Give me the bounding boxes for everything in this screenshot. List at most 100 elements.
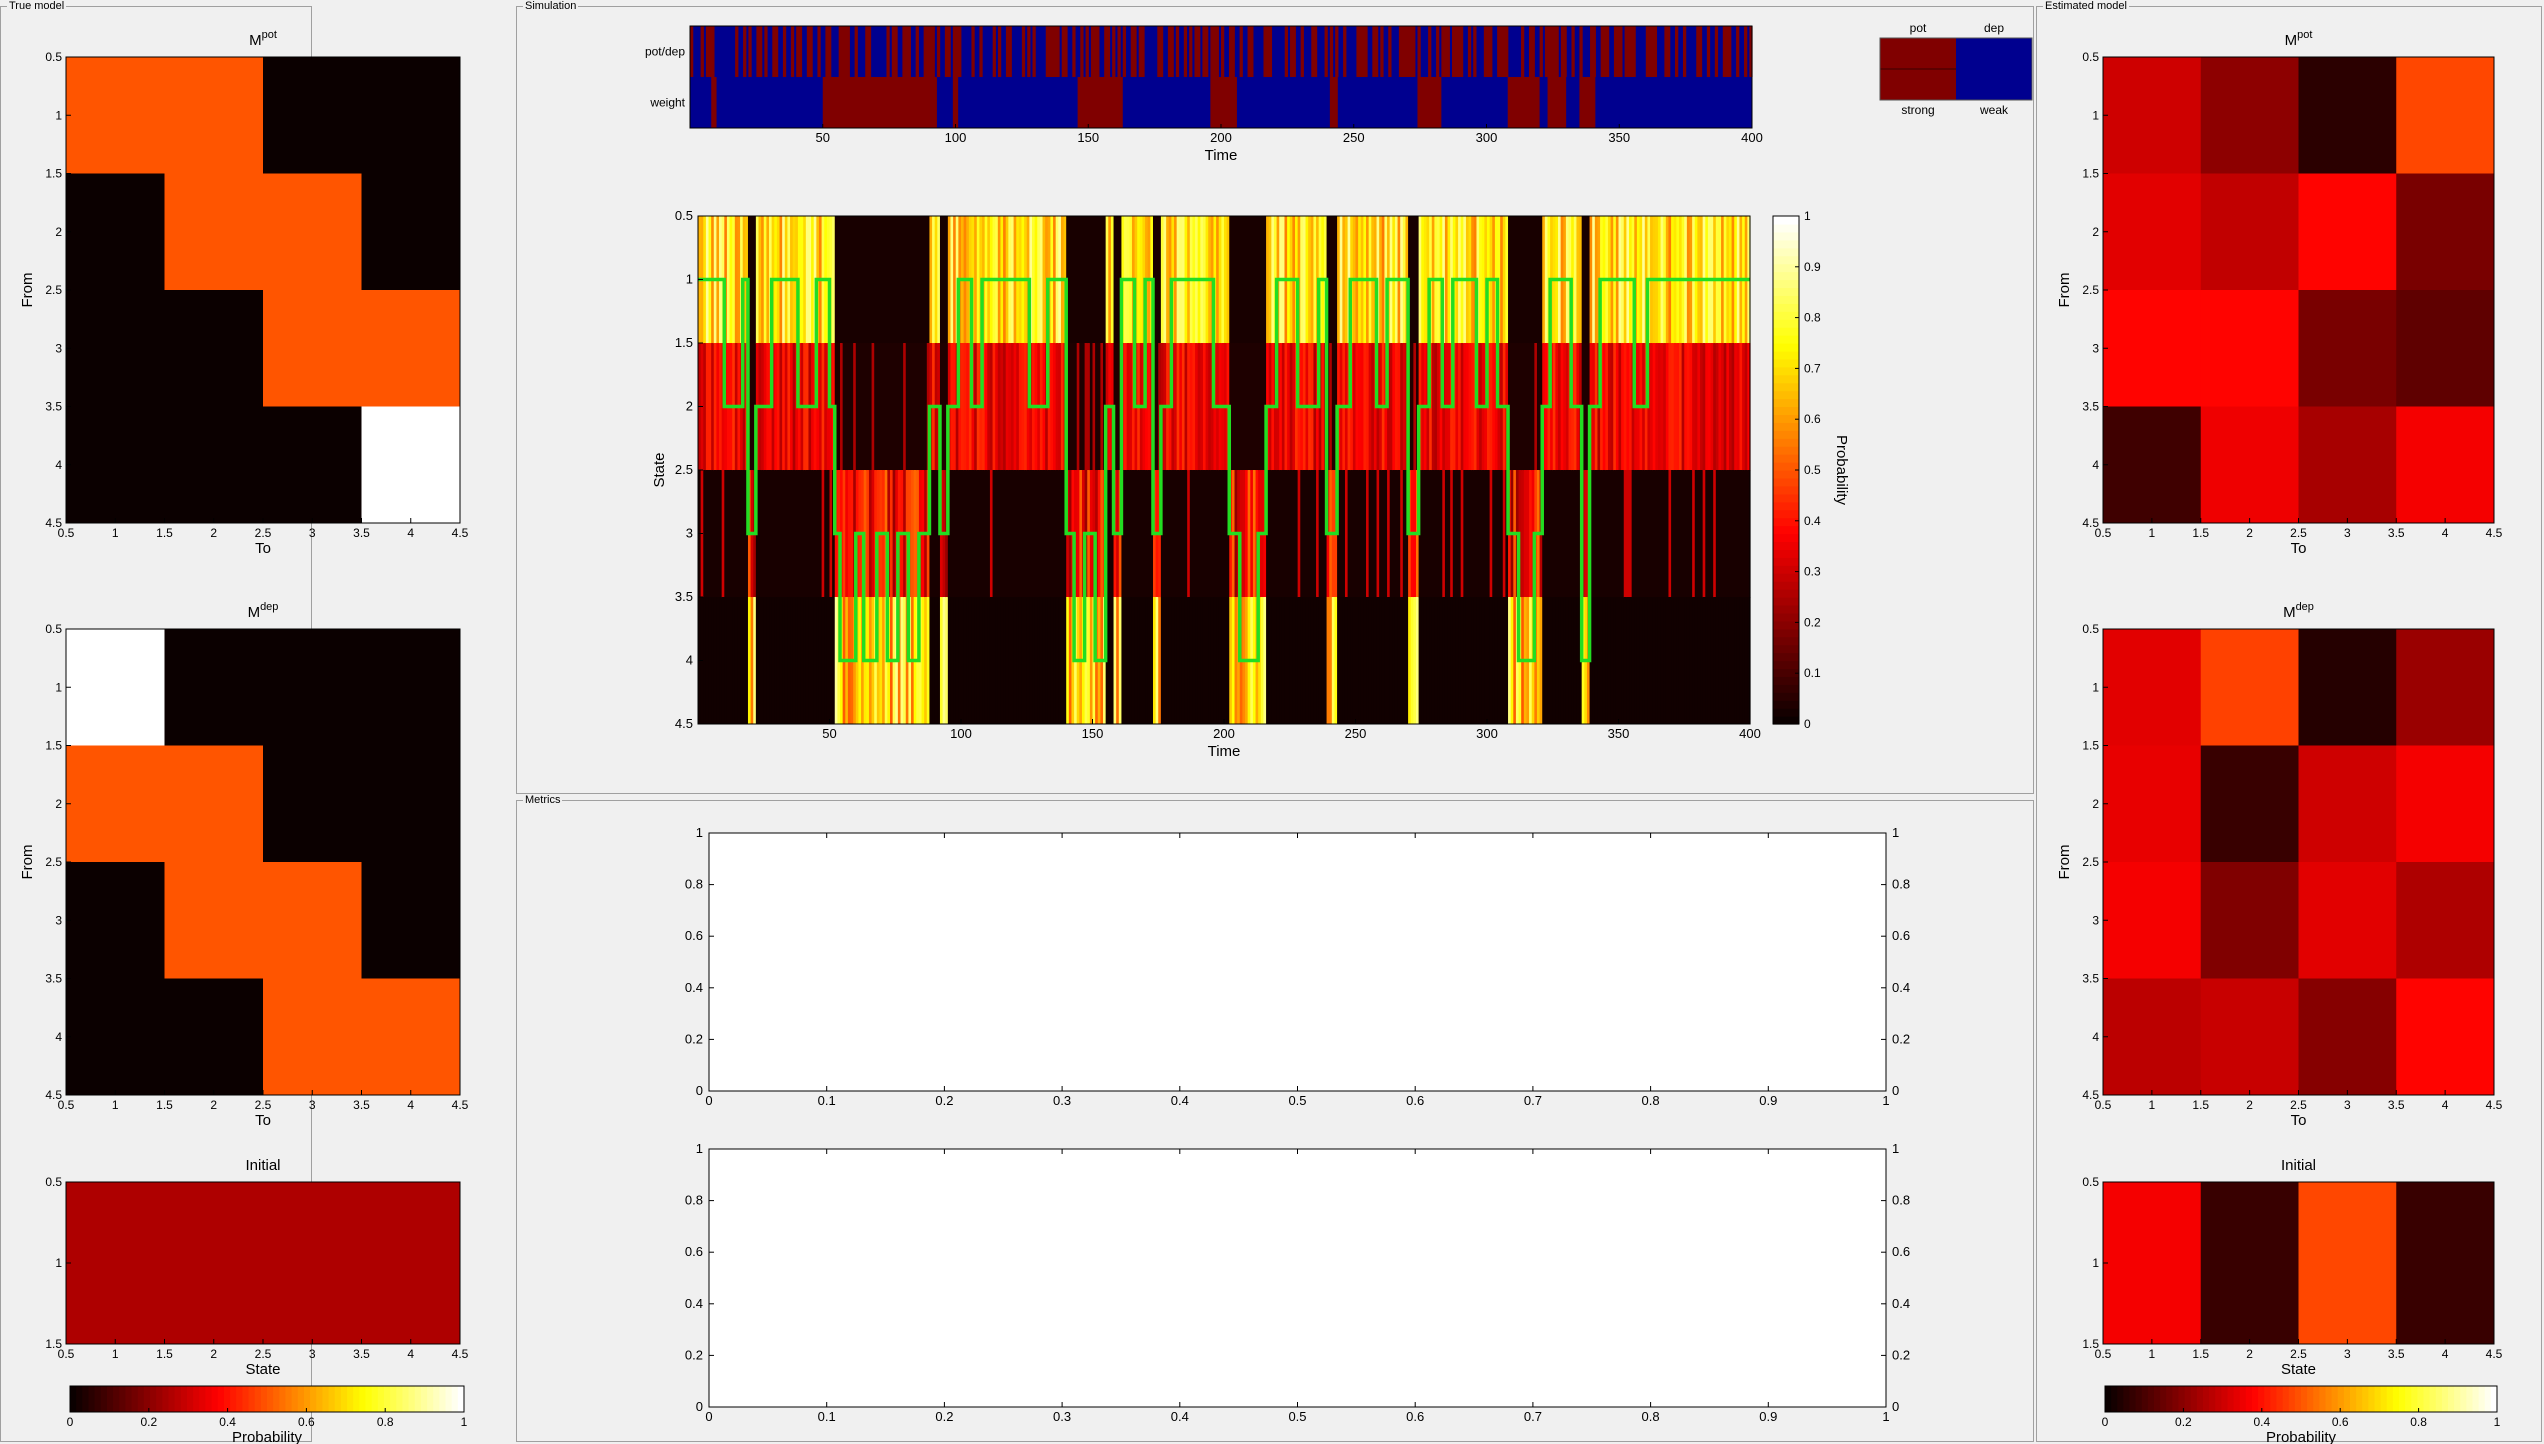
state-prob-cell [1221,470,1225,598]
state-prob-cell [1124,597,1128,725]
state-prob-cell [1692,470,1696,598]
weight-strong-bar [952,77,959,128]
state-prob-cell [942,597,946,725]
potdep-pot-bar [1364,26,1368,77]
metric1-xtick-label: 0.1 [818,1093,836,1108]
state-prob-cell [1657,470,1662,598]
weight-strong-bar [1077,77,1123,128]
est_mdep-cell [2103,978,2202,1096]
state-prob-cell [1371,597,1375,725]
state-prob-cell [826,470,831,598]
sim-colorbar-swatch [1773,676,1799,685]
state-prob-cell [795,470,799,598]
potdep-pot-bar [1528,26,1533,77]
state-prob-cell [750,216,754,344]
state-prob-cell [1326,597,1330,725]
potdep-pot-bar [1605,26,1610,77]
state-prob-cell [1260,597,1265,725]
true_mpot-cell [361,57,461,174]
state-prob-cell [1726,343,1730,471]
state-prob-cell [1644,470,1649,598]
state-prob-cell [803,597,807,725]
state-prob-cell [1137,597,1141,725]
state-prob-cell [1576,470,1580,598]
state-prob-cell [1418,597,1422,725]
est_mdep-xtick-label: 4.5 [2486,1098,2503,1112]
state-prob-cell [1013,597,1017,725]
state-prob-cell [971,470,975,598]
est_mdep-cell [2298,862,2397,979]
est_mpot-cell [2200,173,2299,291]
true_initial-xtick-label: 1.5 [156,1347,173,1361]
state-prob-cell [1431,597,1435,725]
potdep-pot-bar [1032,26,1036,77]
sim-state-ytick-label: 3 [686,526,693,541]
state-prob-cell [1329,597,1333,725]
state-prob-cell [1697,597,1701,725]
state-prob-cell [1700,597,1704,725]
potdep-pot-bar [1205,26,1209,77]
estimated-model-panel: Estimated model [2036,0,2542,1442]
true_mdep-xtick-label: 1 [112,1098,119,1112]
state-prob-cell [1358,597,1362,725]
state-prob-cell [1368,343,1372,471]
est_mdep-xtick-label: 2 [2246,1098,2253,1112]
state-prob-cell [908,343,912,471]
state-prob-cell [1016,343,1020,471]
state-prob-cell [966,597,970,725]
state-prob-cell [1187,343,1191,471]
state-prob-cell [1639,216,1643,344]
state-prob-cell [1494,597,1499,725]
colorbar-tick-label: 0.4 [2253,1415,2270,1429]
state-prob-cell [1576,216,1580,344]
state-prob-cell [1465,597,1470,725]
state-prob-cell [897,343,902,471]
colorbar-swatch [427,1386,434,1412]
metric2-ytick-label: 0.6 [685,1244,703,1259]
state-prob-cell [1639,597,1643,725]
state-prob-cell [1639,470,1643,598]
potdep-pot-bar [1467,26,1472,77]
state-prob-cell [1671,470,1675,598]
state-prob-cell [1205,470,1209,598]
potdep-pot-bar [838,26,842,77]
est_mpot-ytick-label: 2.5 [2082,283,2099,297]
est_mdep-ytick-label: 1 [2092,680,2099,694]
state-prob-cell [719,470,723,598]
state-prob-cell [1210,470,1215,598]
state-prob-cell [1150,597,1154,725]
colorbar-swatch [2356,1386,2363,1412]
sim-colorbar-tick-label: 0.1 [1804,666,1821,680]
metric2-ytick-label-right: 0.8 [1892,1193,1910,1208]
potdep-pot-bar [790,26,795,77]
true_initial-xtick-label: 2 [210,1347,217,1361]
state-prob-cell [818,343,823,471]
state-prob-cell [1381,470,1386,598]
state-prob-cell [1410,343,1414,471]
state-prob-cell [1245,216,1249,344]
state-prob-cell [1189,470,1194,598]
metric1-ytick-label-right: 0.4 [1892,980,1910,995]
state-prob-cell [1710,470,1714,598]
state-prob-cell [1329,343,1333,471]
metric1-ytick-label: 1 [696,825,703,840]
state-prob-cell [1060,343,1065,471]
est_mdep-cell [2396,745,2495,863]
state-prob-cell [1689,343,1693,471]
potdep-pot-bar [1728,26,1732,77]
state-prob-cell [1602,343,1606,471]
state-prob-cell [1284,597,1288,725]
state-prob-cell [1563,597,1567,725]
state-prob-cell [950,597,954,725]
state-prob-cell [774,597,778,725]
state-prob-cell [1721,597,1725,725]
sim-colorbar-swatch [1773,620,1799,630]
state-prob-cell [1447,470,1451,598]
metric1-xtick-label: 0.7 [1524,1093,1542,1108]
true_mdep-cell [361,862,461,979]
colorbar-swatch [2258,1386,2265,1412]
state-prob-cell [1058,597,1062,725]
state-prob-cell [1255,216,1259,344]
state-prob-cell [1705,470,1709,598]
state-prob-cell [868,343,873,471]
